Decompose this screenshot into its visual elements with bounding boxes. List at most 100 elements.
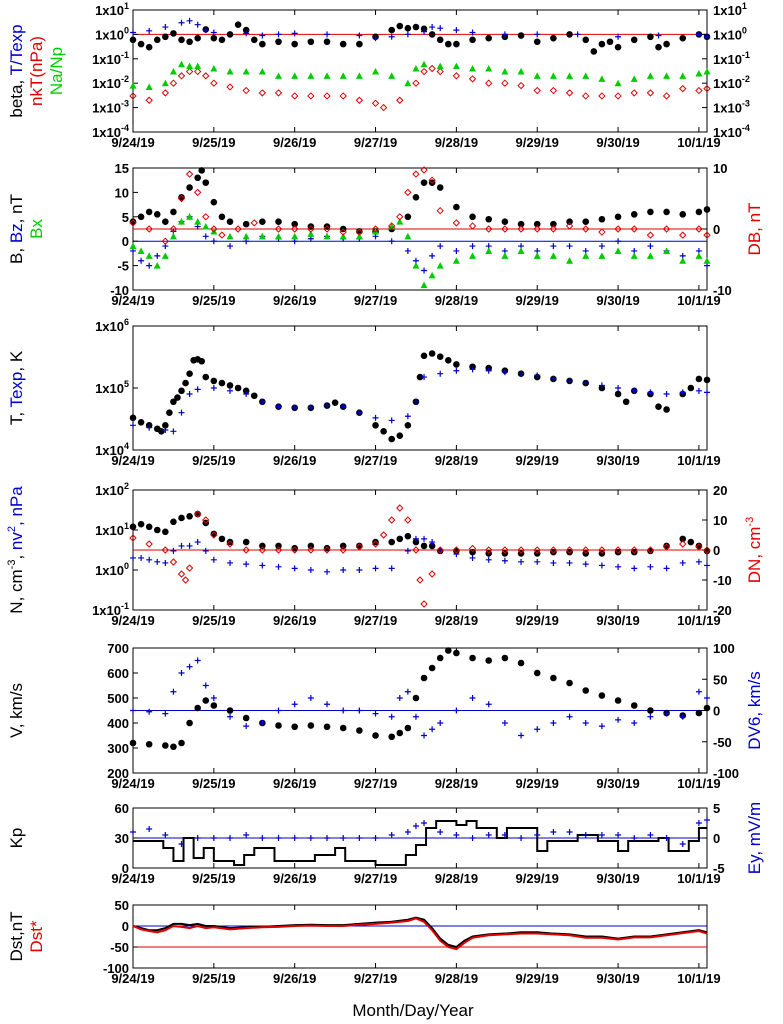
data-point	[130, 554, 136, 561]
data-point	[606, 38, 614, 46]
data-point	[622, 398, 630, 406]
y-tick-label: 1x10-1	[92, 50, 129, 67]
y2-tick-label: 1x10-1	[713, 50, 750, 67]
data-point	[396, 535, 404, 543]
data-point	[227, 835, 234, 841]
data-point	[582, 72, 590, 79]
data-point	[614, 43, 622, 51]
data-point	[137, 40, 145, 48]
data-point	[518, 732, 525, 739]
x-tick-label: 9/25/19	[192, 453, 235, 468]
data-point	[210, 695, 217, 701]
data-point	[275, 835, 282, 841]
data-point	[372, 35, 379, 42]
data-point	[339, 92, 347, 100]
data-point	[501, 252, 509, 259]
data-point	[388, 565, 395, 572]
data-point	[704, 389, 710, 396]
data-point	[372, 565, 379, 572]
data-point	[243, 723, 250, 730]
data-point	[501, 720, 508, 726]
data-point	[565, 546, 574, 554]
data-point	[453, 203, 460, 211]
data-point	[566, 257, 574, 264]
y2-axis-label: Ey, mV/m	[745, 802, 764, 874]
y-axis-label-2: Bx	[27, 219, 46, 239]
data-point	[404, 516, 412, 524]
data-point	[291, 835, 298, 841]
data-point	[226, 31, 234, 38]
data-point	[412, 694, 420, 702]
data-point	[186, 213, 194, 220]
data-point	[162, 528, 169, 536]
data-point	[437, 243, 444, 250]
data-point	[170, 743, 177, 751]
x-tick-label: 9/27/19	[354, 971, 397, 986]
y-tick-label: 1x10-1	[92, 601, 129, 618]
data-point	[679, 257, 687, 264]
data-point	[630, 548, 638, 556]
data-point	[679, 231, 687, 239]
data-point	[550, 243, 557, 250]
data-point	[193, 188, 202, 197]
data-point	[468, 222, 477, 230]
data-point	[146, 708, 153, 715]
data-point	[243, 561, 250, 568]
data-point	[307, 225, 315, 233]
y2-tick-label: 0	[713, 704, 720, 719]
y-tick-label: 1x10-2	[92, 74, 129, 91]
data-point	[452, 546, 461, 554]
data-point	[153, 211, 161, 218]
data-point	[647, 707, 654, 714]
data-point	[582, 36, 590, 44]
data-point	[550, 559, 557, 566]
data-point	[166, 409, 173, 416]
data-point	[428, 664, 436, 672]
data-point	[226, 382, 234, 389]
data-point	[453, 27, 460, 34]
data-point	[218, 379, 226, 387]
data-point	[198, 167, 206, 174]
data-point	[129, 739, 137, 747]
data-point	[404, 247, 411, 254]
data-point	[153, 526, 161, 534]
y2-tick-label: -50	[713, 735, 732, 750]
x-tick-label: 9/29/19	[516, 871, 559, 886]
data-point	[161, 89, 170, 97]
data-point	[485, 34, 493, 42]
data-point	[436, 62, 444, 70]
data-point	[501, 225, 509, 233]
data-point	[582, 218, 590, 225]
data-point	[469, 252, 477, 259]
series-Bz	[130, 213, 710, 274]
data-point	[598, 546, 606, 554]
panel-dst: 9/24/19 9/25/19 9/26/19 9/27/19 9/28/19 9/29/…	[7, 898, 721, 986]
data-point	[485, 701, 492, 708]
data-point	[323, 546, 331, 554]
data-point	[412, 535, 419, 542]
y-tick-label: 300	[107, 741, 129, 756]
data-point	[517, 32, 525, 39]
data-point	[372, 414, 379, 421]
data-point	[372, 422, 379, 429]
data-point	[226, 218, 234, 225]
data-point	[307, 404, 314, 411]
data-point	[210, 385, 217, 391]
data-point	[647, 208, 654, 216]
data-point	[130, 422, 136, 429]
data-point	[614, 79, 622, 87]
data-point	[170, 398, 177, 406]
data-point	[275, 542, 282, 550]
data-point	[703, 257, 711, 264]
data-point	[695, 820, 702, 826]
data-point	[161, 252, 169, 259]
data-point	[250, 219, 258, 227]
data-point	[549, 252, 557, 259]
data-point	[162, 24, 169, 31]
data-point	[242, 546, 250, 554]
x-tick-label: 9/24/19	[111, 613, 154, 628]
x-tick-label: 9/28/19	[435, 453, 478, 468]
series-B	[129, 167, 711, 235]
data-point	[178, 542, 185, 549]
data-point	[428, 542, 436, 550]
